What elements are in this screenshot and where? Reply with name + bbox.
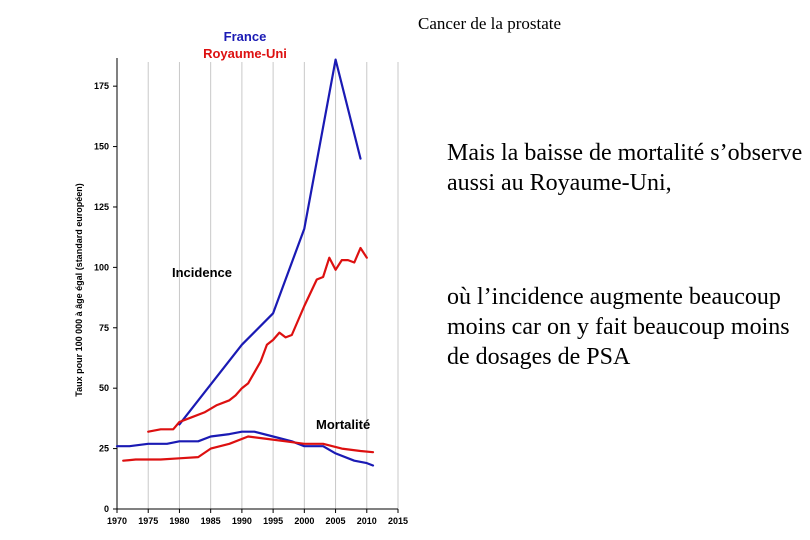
y-tick-label-175: 175 <box>94 81 109 91</box>
y-tick-label-150: 150 <box>94 142 109 152</box>
y-tick-label-100: 100 <box>94 262 109 272</box>
series-mortalit-royaume-uni <box>122 435 375 462</box>
annotation-incidence: Incidence <box>172 265 232 280</box>
series-incidence-france <box>178 58 362 426</box>
series-mortalit-france <box>115 430 375 467</box>
chart-axes: 1970 1975 1980 1985 1990 1995 2000 2005 2010 2015… <box>94 58 408 526</box>
y-tick-label-50: 50 <box>99 383 109 393</box>
x-tick-label-1975: 1975 <box>138 516 158 526</box>
y-axis-label: Taux pour 100 000 à âge égal (standard e… <box>74 183 84 396</box>
annotation-mortalite: Mortalité <box>316 417 370 432</box>
legend-france: France <box>224 29 267 44</box>
y-tick-label-25: 25 <box>99 444 109 454</box>
x-tick-label-2005: 2005 <box>326 516 346 526</box>
x-tick-label-1985: 1985 <box>201 516 221 526</box>
y-tick-label-125: 125 <box>94 202 109 212</box>
y-tick-label-75: 75 <box>99 323 109 333</box>
x-tick-label-2015: 2015 <box>388 516 408 526</box>
legend-royaume-uni: Royaume-Uni <box>203 46 287 61</box>
x-tick-label-1980: 1980 <box>169 516 189 526</box>
chart-grid <box>116 62 399 509</box>
series-incidence-royaume-uni <box>147 246 368 433</box>
body-paragraph-2: où l’incidence augmente beaucoup moins c… <box>447 284 790 370</box>
body-paragraph-1: Mais la baisse de mortalité s’observe au… <box>447 140 803 196</box>
x-tick-label-1990: 1990 <box>232 516 252 526</box>
x-tick-label-1970: 1970 <box>107 516 127 526</box>
x-tick-label-1995: 1995 <box>263 516 283 526</box>
y-tick-label-0: 0 <box>104 504 109 514</box>
chart-series <box>115 58 375 467</box>
slide-title: Cancer de la prostate <box>418 14 562 33</box>
x-tick-label-2010: 2010 <box>357 516 377 526</box>
x-tick-label-2000: 2000 <box>294 516 314 526</box>
prostate-cancer-chart: 1970 1975 1980 1985 1990 1995 2000 2005 2010 2015… <box>74 29 408 526</box>
